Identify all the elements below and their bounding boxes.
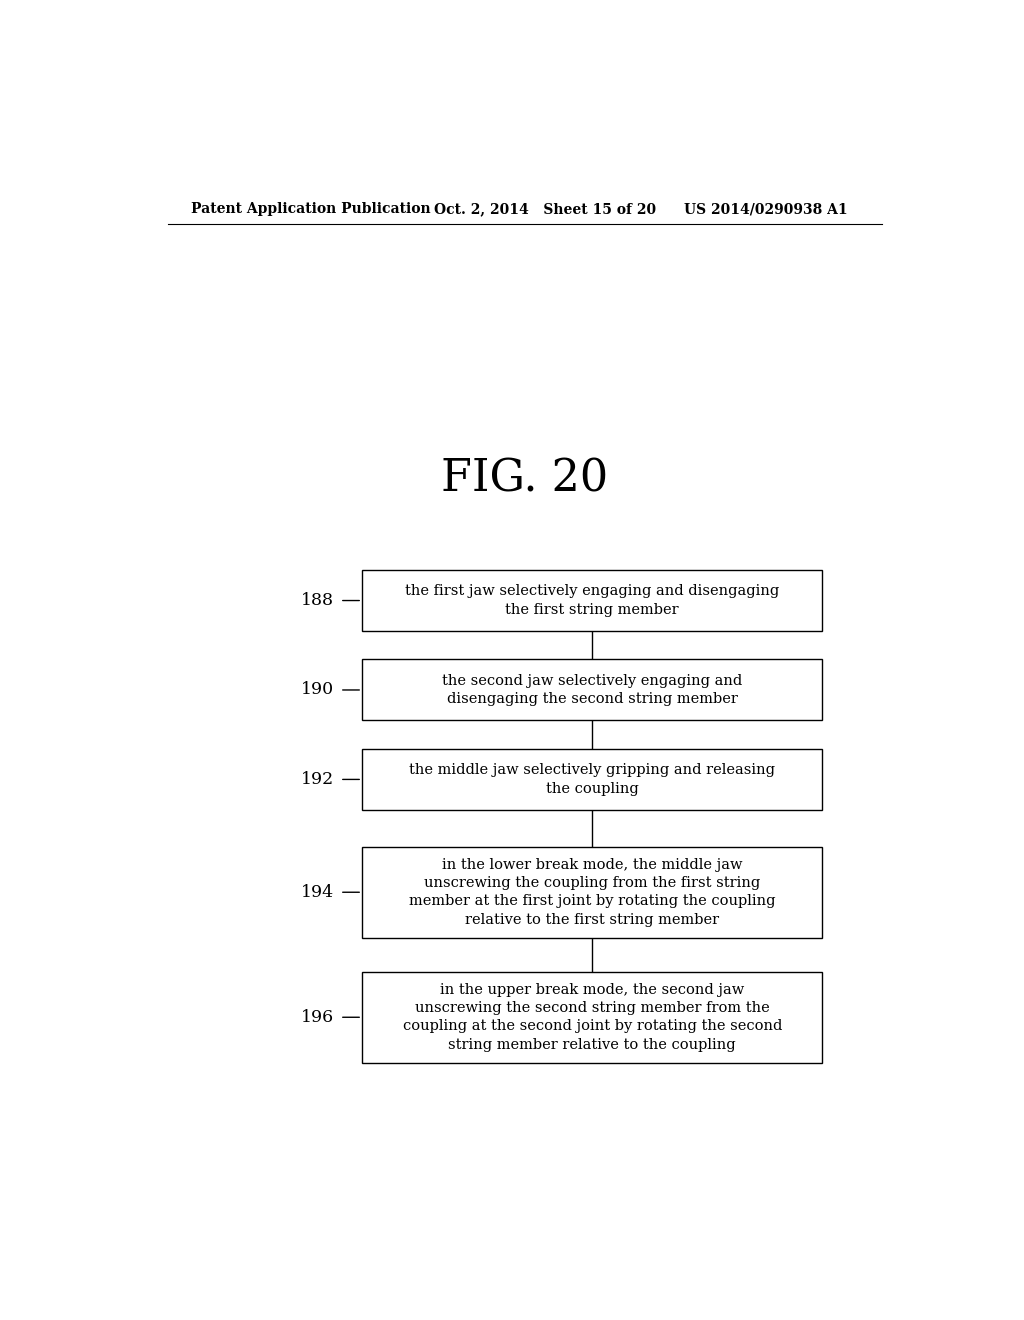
Text: the first jaw selectively engaging and disengaging
the first string member: the first jaw selectively engaging and d…	[406, 585, 779, 616]
Text: the middle jaw selectively gripping and releasing
the coupling: the middle jaw selectively gripping and …	[410, 763, 775, 796]
Text: FIG. 20: FIG. 20	[441, 457, 608, 500]
Bar	[362, 570, 822, 631]
Bar	[362, 972, 822, 1063]
Text: the second jaw selectively engaging and
disengaging the second string member: the second jaw selectively engaging and …	[442, 673, 742, 706]
Text: 192: 192	[301, 771, 334, 788]
Bar	[362, 846, 822, 939]
Text: Patent Application Publication: Patent Application Publication	[191, 202, 431, 216]
Text: Oct. 2, 2014   Sheet 15 of 20: Oct. 2, 2014 Sheet 15 of 20	[433, 202, 655, 216]
Text: in the lower break mode, the middle jaw
unscrewing the coupling from the first s: in the lower break mode, the middle jaw …	[409, 858, 775, 927]
Text: in the upper break mode, the second jaw
unscrewing the second string member from: in the upper break mode, the second jaw …	[402, 982, 782, 1052]
Text: US 2014/0290938 A1: US 2014/0290938 A1	[684, 202, 847, 216]
Bar	[362, 660, 822, 721]
Text: 196: 196	[301, 1008, 334, 1026]
Text: 194: 194	[301, 884, 334, 900]
Bar	[362, 748, 822, 810]
Text: 188: 188	[301, 593, 334, 609]
Text: 190: 190	[301, 681, 334, 698]
